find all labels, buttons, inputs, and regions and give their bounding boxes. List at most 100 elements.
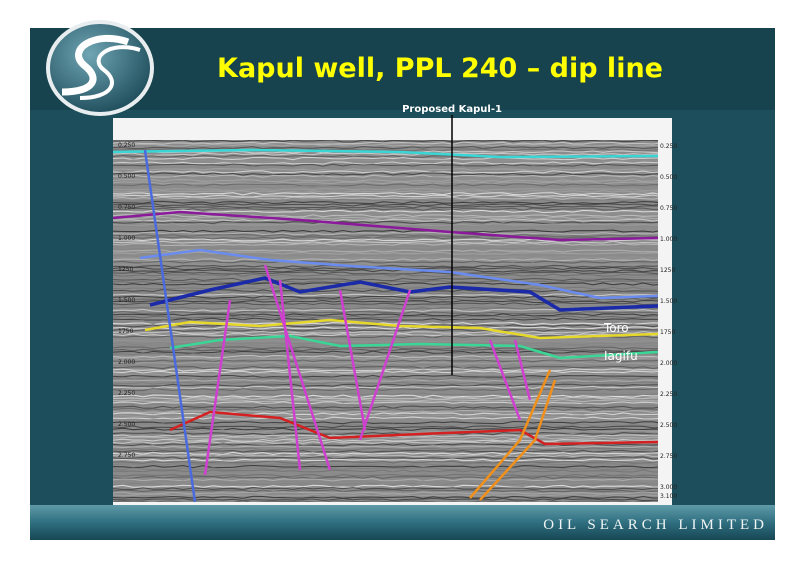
reflector: [113, 240, 658, 244]
reflector: [113, 218, 658, 222]
reflector: [113, 229, 658, 233]
reflector: [113, 176, 658, 181]
reflector: [113, 167, 658, 172]
reflector: [113, 442, 658, 447]
reflector: [113, 174, 658, 178]
reflector: [113, 216, 658, 220]
footer-band: [30, 505, 775, 540]
reflector: [113, 447, 658, 451]
reflector: [113, 330, 658, 335]
logo: [46, 20, 154, 116]
reflector: [113, 304, 658, 308]
reflector: [113, 185, 658, 189]
reflector: [113, 156, 658, 161]
reflector: [113, 297, 658, 302]
reflector: [113, 401, 658, 405]
reflector: [113, 196, 658, 200]
reflector: [113, 407, 658, 411]
reflector: [113, 143, 658, 147]
reflector: [113, 460, 658, 464]
reflector: [113, 194, 658, 198]
reflector: [113, 214, 658, 218]
time-tick-label: 2.000: [118, 359, 135, 366]
header-band: [30, 28, 775, 110]
reflector: [113, 282, 658, 286]
time-tick-label: 0.500: [118, 173, 135, 180]
reflector: [113, 222, 658, 227]
reflector: [113, 302, 658, 306]
reflector: [113, 187, 658, 192]
reflector: [113, 418, 658, 422]
time-tick-label: 1750: [118, 328, 133, 335]
time-tick-label: 0.250: [660, 143, 677, 150]
reflector: [113, 190, 658, 194]
time-tick-label: 1.000: [118, 235, 135, 242]
time-tick-label: 1250: [118, 266, 133, 273]
reflector: [113, 299, 658, 304]
reflector: [113, 381, 658, 385]
reflector: [113, 425, 658, 429]
time-tick-label: 2.000: [660, 360, 677, 367]
reflector: [113, 456, 658, 460]
time-tick-label: 2.250: [660, 391, 677, 398]
reflector: [113, 431, 658, 436]
reflector: [113, 489, 658, 493]
horizon-label: Toro: [603, 321, 629, 335]
reflector: [113, 365, 658, 370]
reflector: [113, 436, 658, 440]
time-tick-label: 0.250: [118, 142, 135, 149]
time-tick-label: 1250: [660, 267, 675, 274]
reflector: [113, 361, 658, 365]
reflector: [113, 317, 658, 321]
reflector: [113, 192, 658, 196]
reflector: [113, 141, 658, 145]
reflector: [113, 376, 658, 381]
time-tick-label: 3.100: [660, 493, 677, 500]
time-tick-label: 1.500: [118, 297, 135, 304]
reflector: [113, 172, 658, 176]
reflector: [113, 420, 658, 425]
reflector: [113, 374, 658, 378]
reflector: [113, 227, 658, 231]
reflector: [113, 473, 658, 477]
reflector: [113, 454, 658, 458]
time-tick-label: 2.500: [118, 421, 135, 428]
reflector: [113, 140, 658, 143]
reflector: [113, 256, 658, 260]
time-tick-label: 2.250: [118, 390, 135, 397]
reflector: [113, 480, 658, 484]
reflector: [113, 310, 658, 315]
reflector: [113, 385, 658, 390]
reflector: [113, 198, 658, 203]
reflector: [113, 383, 658, 387]
time-tick-label: 0.750: [118, 204, 135, 211]
reflector: [113, 410, 658, 414]
reflector: [113, 368, 658, 372]
reflector: [113, 427, 658, 431]
reflector: [113, 260, 658, 264]
reflector: [113, 491, 658, 495]
reflector: [113, 332, 658, 337]
reflector: [113, 170, 658, 174]
time-tick-label: 0.500: [660, 174, 677, 181]
reflector: [113, 423, 658, 427]
reflector: [113, 445, 658, 449]
reflector: [113, 326, 658, 330]
time-tick-label: 1.000: [660, 236, 677, 243]
reflector: [113, 262, 658, 266]
reflector: [113, 438, 658, 442]
reflector: [113, 493, 658, 497]
reflector: [113, 475, 658, 480]
reflector: [113, 161, 658, 165]
time-tick-label: 1.500: [660, 298, 677, 305]
reflector: [113, 348, 658, 352]
reflector: [113, 328, 658, 332]
reflector: [113, 429, 658, 434]
reflector: [113, 284, 658, 288]
reflector: [113, 231, 658, 236]
reflector: [113, 449, 658, 453]
time-tick-label: 3.000: [660, 484, 677, 491]
reflector: [113, 244, 658, 249]
reflector: [113, 203, 658, 207]
